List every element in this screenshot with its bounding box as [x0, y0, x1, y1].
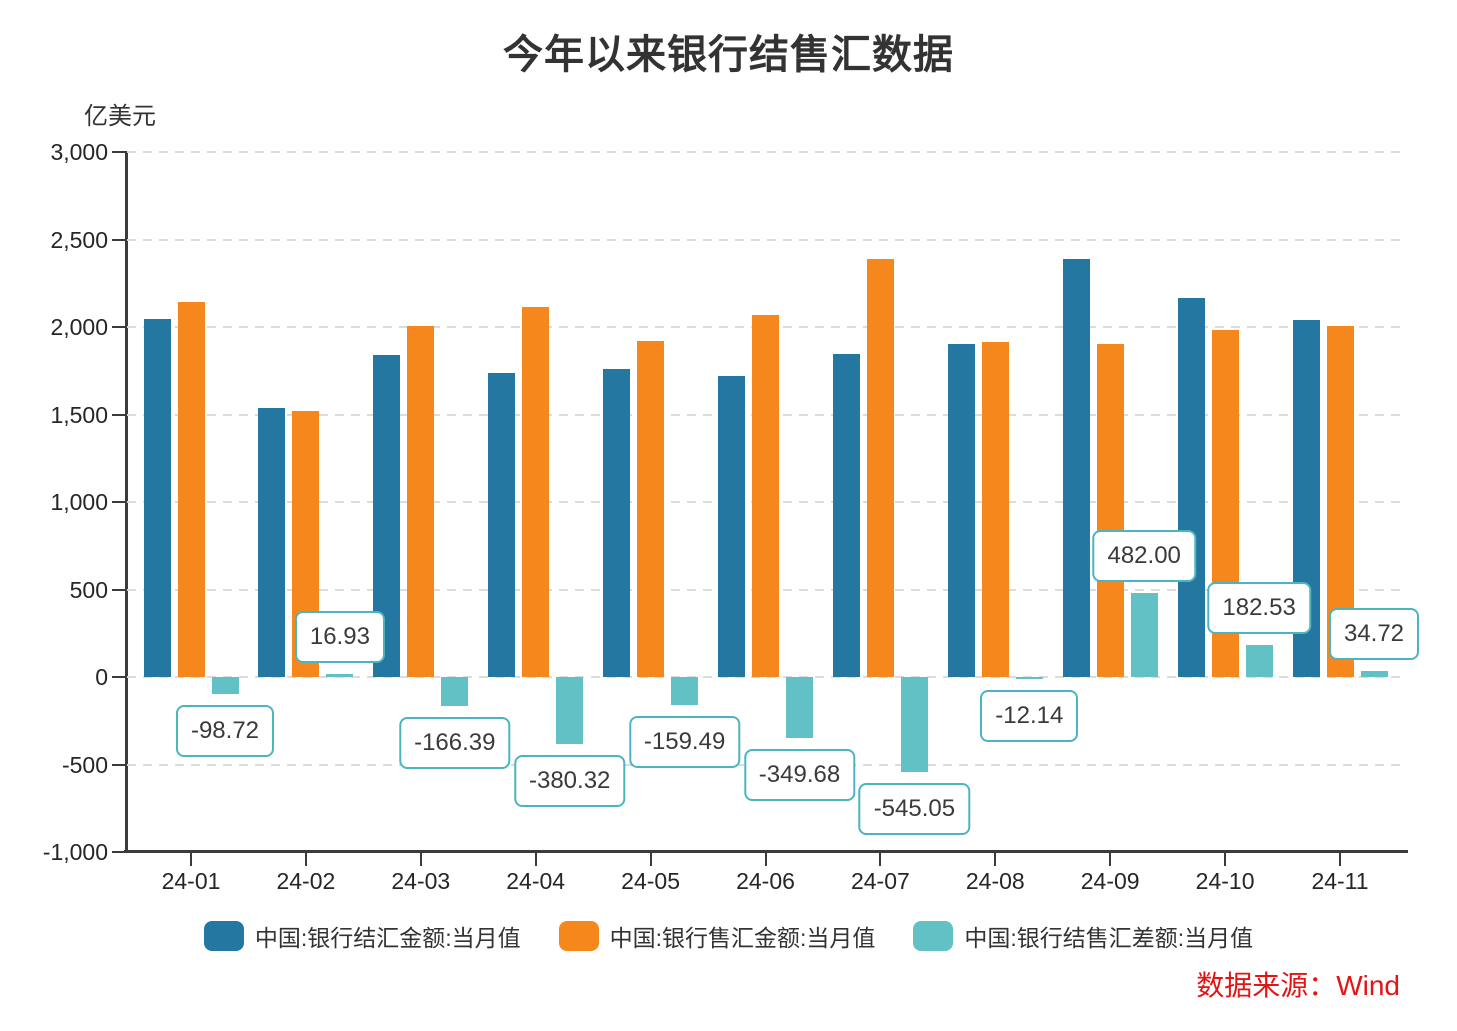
y-axis-tick-label: 2,000: [50, 314, 108, 340]
legend-item-1: 中国:银行结汇金额:当月值: [203, 919, 521, 953]
y-gridline: [127, 151, 1404, 153]
x-axis-tick: [764, 853, 767, 866]
y-gridline: [127, 238, 1404, 241]
legend-label: 中国:银行结售汇差额:当月值: [964, 925, 1254, 951]
y-axis-tick: [112, 151, 126, 153]
data-label-24-04: -380.32: [513, 754, 626, 807]
bar-settlement-24-05: [603, 368, 631, 677]
bar-settlement-24-02: [258, 407, 286, 677]
x-axis-tick: [1339, 853, 1341, 866]
legend-item-3: 中国:银行结售汇差额:当月值: [913, 919, 1253, 953]
bar-sales-24-03: [407, 326, 435, 677]
bar-balance-24-04: [556, 677, 584, 744]
y-axis-tick-label: 0: [95, 664, 108, 690]
y-gridline: [127, 676, 1404, 678]
data-label-24-10: 182.53: [1207, 582, 1311, 635]
x-axis-tick-label: 24-03: [391, 868, 451, 894]
data-source-label: 数据来源：Wind: [1196, 970, 1400, 1001]
data-label-24-08: -12.14: [980, 690, 1079, 743]
bar-balance-24-09: [1130, 592, 1158, 677]
bar-settlement-24-07: [832, 354, 860, 677]
bar-settlement-24-08: [947, 343, 975, 677]
data-label-24-06: -349.68: [743, 749, 856, 802]
x-axis-tick: [649, 853, 652, 866]
y-axis-tick-label: 1,000: [50, 489, 108, 515]
data-label-24-03: -166.39: [399, 717, 511, 770]
y-axis-tick-label: -1,000: [42, 839, 108, 865]
y-axis-tick-label: 3,000: [50, 139, 108, 165]
bar-balance-24-03: [441, 677, 469, 707]
x-axis-tick: [879, 853, 882, 866]
data-label-24-09: 482.00: [1092, 529, 1196, 582]
y-axis-line: [125, 151, 128, 853]
legend-swatch-icon: [913, 921, 954, 951]
x-axis-tick-label: 24-02: [276, 868, 336, 894]
y-axis-tick: [112, 676, 126, 678]
bar-balance-24-06: [786, 677, 813, 739]
chart-title: 今年以来银行结售汇数据: [503, 33, 954, 77]
x-axis-tick: [994, 853, 997, 866]
x-axis-tick-label: 24-09: [1080, 868, 1140, 894]
x-axis-tick-label: 24-06: [736, 868, 795, 894]
x-axis-tick: [190, 853, 192, 866]
bar-settlement-24-10: [1177, 298, 1205, 677]
bar-balance-24-05: [671, 677, 699, 705]
x-axis-tick: [534, 853, 537, 866]
x-axis-tick: [1109, 853, 1112, 866]
bar-balance-24-07: [900, 677, 928, 773]
x-axis-tick: [419, 853, 422, 866]
x-axis-tick: [304, 853, 307, 866]
legend-item-2: 中国:银行售汇金额:当月值: [558, 919, 876, 953]
y-axis-tick: [112, 238, 126, 241]
bar-sales-24-07: [866, 258, 894, 677]
data-label-24-01: -98.72: [175, 705, 275, 758]
bar-settlement-24-06: [718, 376, 745, 677]
bar-balance-24-10: [1245, 645, 1273, 677]
x-axis-tick-label: 24-05: [621, 868, 680, 894]
bar-sales-24-04: [522, 306, 550, 677]
x-axis-tick-label: 24-10: [1195, 868, 1255, 894]
bar-balance-24-11: [1360, 670, 1388, 677]
y-axis-tick: [112, 413, 126, 416]
y-axis-unit-label: 亿美元: [84, 103, 156, 130]
legend-label: 中国:银行结汇金额:当月值: [254, 925, 521, 951]
data-label-24-07: -545.05: [858, 783, 971, 836]
bar-settlement-24-09: [1062, 259, 1090, 677]
y-axis-tick: [112, 763, 126, 766]
y-axis-tick: [112, 851, 126, 853]
y-axis-tick-label: 1,500: [50, 401, 108, 428]
bar-sales-24-06: [752, 315, 779, 677]
bar-balance-24-02: [326, 674, 354, 677]
y-axis-tick-label: 2,500: [50, 226, 108, 253]
x-axis-tick-label: 24-04: [506, 868, 566, 894]
y-axis-tick-label: -500: [61, 751, 108, 778]
data-label-24-05: -159.49: [628, 715, 741, 768]
bar-sales-24-08: [981, 341, 1009, 677]
data-label-24-11: 34.72: [1328, 607, 1420, 660]
x-axis-tick-label: 24-01: [161, 868, 221, 894]
y-axis-tick: [112, 588, 126, 591]
bar-sales-24-01: [177, 302, 205, 677]
y-axis-tick: [112, 501, 126, 503]
bar-settlement-24-01: [143, 319, 171, 677]
y-axis-tick-label: 500: [69, 576, 108, 603]
legend-swatch-icon: [558, 921, 599, 951]
x-axis-tick-label: 24-07: [850, 868, 910, 894]
legend-swatch-icon: [203, 921, 244, 951]
bar-balance-24-08: [1015, 677, 1043, 680]
y-axis-tick: [112, 326, 126, 328]
legend-label: 中国:银行售汇金额:当月值: [609, 925, 876, 951]
bar-sales-24-09: [1096, 343, 1124, 677]
x-axis-line: [124, 850, 1408, 853]
x-axis-tick: [1224, 853, 1227, 866]
x-axis-tick-label: 24-11: [1311, 868, 1369, 894]
bar-sales-24-05: [637, 340, 665, 677]
x-axis-tick-label: 24-08: [965, 868, 1025, 894]
bar-settlement-24-04: [488, 373, 516, 677]
chart-legend: 中国:银行结汇金额:当月值 中国:银行售汇金额:当月值 中国:银行结售汇差额:当月值: [0, 919, 1457, 953]
bar-balance-24-01: [211, 677, 239, 695]
data-label-24-02: 16.93: [294, 611, 385, 664]
